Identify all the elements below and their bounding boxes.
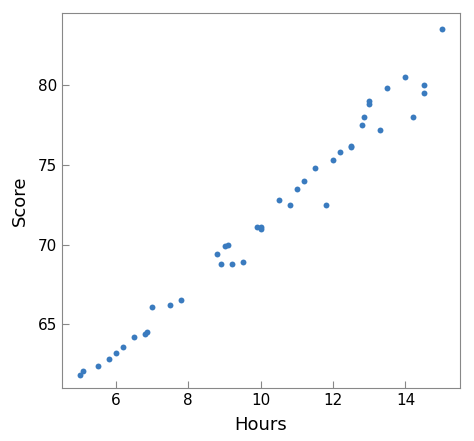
Point — [80, 367, 87, 374]
Point — [360, 113, 368, 120]
Point — [293, 185, 301, 192]
Point — [401, 74, 409, 81]
Point — [365, 101, 373, 108]
Point — [224, 241, 232, 248]
Point — [311, 164, 319, 172]
Point — [383, 85, 391, 92]
Point — [438, 26, 446, 33]
Point — [119, 343, 127, 350]
Point — [143, 329, 150, 336]
Point — [376, 126, 384, 133]
Point — [217, 260, 225, 267]
Point — [347, 144, 355, 151]
Point — [130, 333, 138, 340]
Point — [177, 297, 185, 304]
Point — [141, 330, 149, 337]
Point — [358, 121, 366, 128]
Point — [365, 97, 373, 105]
Point — [166, 302, 174, 309]
Point — [420, 82, 428, 89]
Point — [257, 224, 264, 231]
Point — [301, 177, 308, 184]
Point — [148, 303, 156, 310]
Point — [257, 225, 264, 232]
Y-axis label: Score: Score — [11, 176, 29, 226]
Point — [76, 372, 83, 379]
Point — [221, 243, 228, 250]
Point — [228, 260, 236, 267]
Point — [409, 113, 417, 120]
Point — [253, 224, 261, 231]
Point — [112, 349, 120, 356]
Point — [329, 157, 337, 164]
Point — [420, 90, 428, 97]
Point — [94, 362, 101, 369]
Point — [347, 142, 355, 149]
Point — [275, 196, 283, 203]
Point — [239, 258, 246, 265]
Point — [105, 356, 112, 363]
Point — [213, 250, 221, 258]
Point — [337, 149, 344, 156]
X-axis label: Hours: Hours — [234, 416, 287, 434]
Point — [322, 201, 329, 208]
Point — [286, 201, 293, 208]
